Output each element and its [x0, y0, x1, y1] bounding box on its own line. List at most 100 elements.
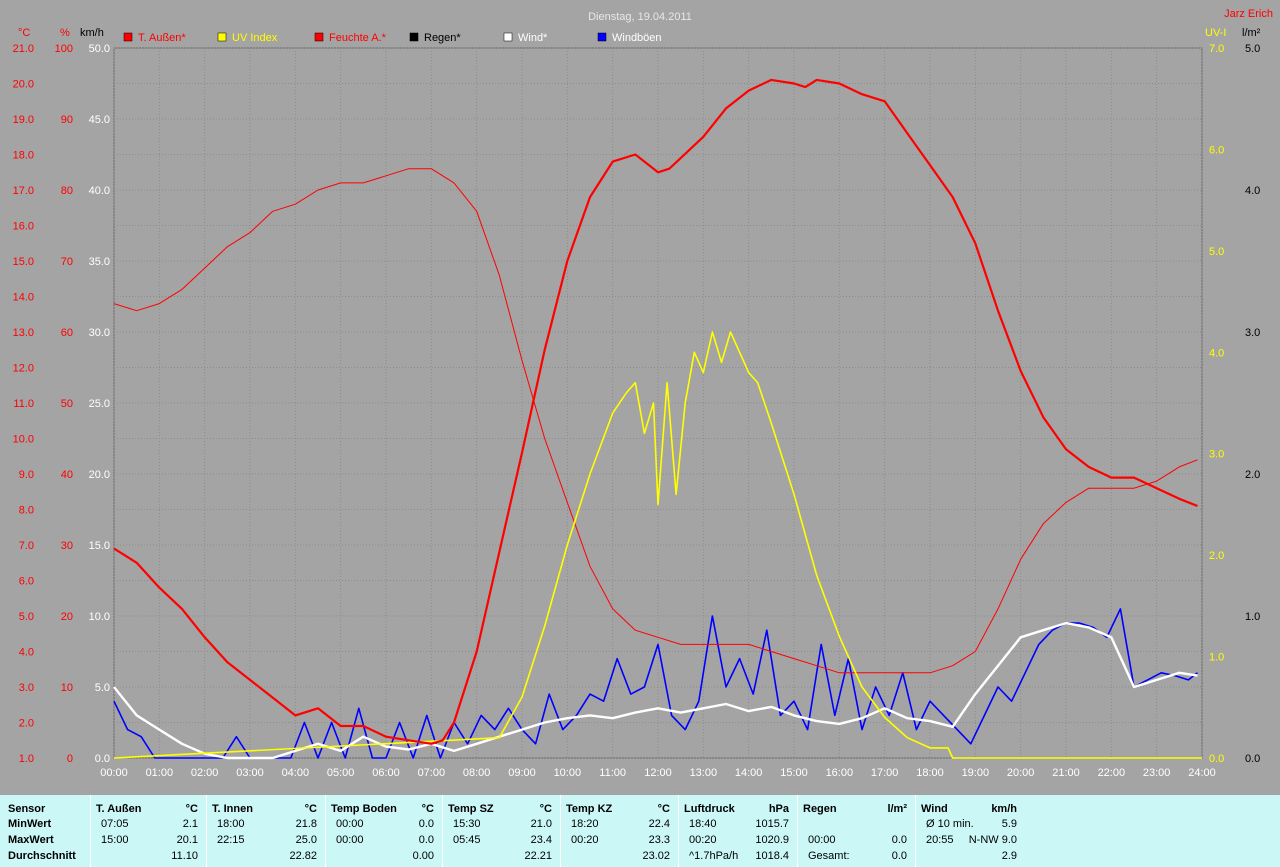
temp-tick-label: 18.0 — [13, 150, 34, 162]
x-tick-label: 10:00 — [554, 767, 582, 779]
x-tick-label: 17:00 — [871, 767, 899, 779]
rain-tick-label: 5.0 — [1245, 43, 1260, 55]
wind-tick-label: 30.0 — [89, 327, 110, 339]
stats-cell-row: 00:00 0.0 — [326, 832, 442, 848]
wind-tick-label: 5.0 — [95, 682, 110, 694]
stats-cell-row — [798, 816, 915, 832]
legend-swatch — [123, 32, 133, 42]
label-minwert: MinWert — [8, 818, 52, 830]
temp-tick-label: 21.0 — [13, 43, 34, 55]
humidity-tick-label: 50 — [61, 398, 73, 410]
x-tick-label: 16:00 — [826, 767, 854, 779]
stats-cell-row: 22.82 — [207, 848, 325, 864]
stats-cell-row: 18:00 21.8 — [207, 816, 325, 832]
humidity-tick-label: 80 — [61, 185, 73, 197]
stats-column-header: T. Außen °C — [91, 801, 206, 817]
rain-tick-label: 2.0 — [1245, 469, 1260, 481]
humidity-tick-label: 60 — [61, 327, 73, 339]
stats-cell-row: 20:55 N-NW 9.0 — [916, 832, 1025, 848]
stats-time: 20:55 — [926, 834, 954, 846]
x-tick-label: 14:00 — [735, 767, 763, 779]
temp-tick-label: 16.0 — [13, 221, 34, 233]
x-tick-label: 21:00 — [1052, 767, 1080, 779]
temp-tick-label: 2.0 — [19, 718, 34, 730]
stats-unit: °C — [304, 803, 317, 815]
stats-sensor-name: Regen — [803, 803, 837, 815]
wind-line — [113, 621, 1198, 760]
stats-column-header: Temp SZ °C — [443, 801, 560, 817]
stats-column-header: Luftdruck hPa — [679, 801, 797, 817]
wind-unit-label: km/h — [80, 27, 104, 39]
humidity-line — [113, 168, 1198, 674]
stats-sensor-name: Temp KZ — [566, 803, 613, 815]
stats-panel: Sensor MinWert MaxWert Durchschnitt T. A… — [0, 795, 1280, 867]
stats-cell-row: 00:20 1020.9 — [679, 832, 797, 848]
wind-tick-label: 50.0 — [89, 43, 110, 55]
x-tick-label: 08:00 — [463, 767, 491, 779]
stats-value: 0.00 — [412, 850, 434, 862]
humidity-tick-label: 90 — [61, 114, 73, 126]
legend-swatch — [597, 32, 607, 42]
uv-tick-label: 4.0 — [1209, 347, 1224, 359]
stats-value: N-NW 9.0 — [968, 834, 1017, 846]
stats-time: 15:30 — [453, 818, 481, 830]
stats-unit: hPa — [768, 803, 789, 815]
x-tick-label: 07:00 — [418, 767, 446, 779]
stats-time: 05:45 — [453, 834, 481, 846]
humidity-tick-label: 0 — [67, 753, 73, 765]
stats-value: 22.4 — [648, 818, 670, 830]
stats-row-labels: Sensor MinWert MaxWert Durchschnitt — [0, 795, 90, 867]
legend-label: Feuchte A.* — [329, 32, 387, 44]
temp-tick-label: 1.0 — [19, 753, 34, 765]
stats-value: 1018.4 — [755, 850, 789, 862]
x-tick-label: 13:00 — [690, 767, 718, 779]
stats-cell-row: 05:45 23.4 — [443, 832, 560, 848]
uv-tick-label: 7.0 — [1209, 43, 1224, 55]
stats-sensor-name: Luftdruck — [684, 803, 735, 815]
stats-cell-row: 15:30 21.0 — [443, 816, 560, 832]
stats-unit: °C — [185, 803, 198, 815]
stats-column: Luftdruck hPa 18:40 1015.7 00:20 1020.9 ^1.7hP… — [678, 795, 797, 867]
wind-tick-label: 35.0 — [89, 256, 110, 268]
uv-tick-label: 0.0 — [1209, 753, 1224, 765]
temp-outside-line — [113, 78, 1198, 745]
legend-label: Wind* — [518, 32, 548, 44]
temp-unit-label: °C — [18, 27, 30, 39]
stats-time: 18:00 — [217, 818, 245, 830]
stats-cell-row: Ø 10 min. 5.9 — [916, 816, 1025, 832]
temp-tick-label: 4.0 — [19, 647, 34, 659]
humidity-tick-label: 40 — [61, 469, 73, 481]
x-tick-label: 06:00 — [372, 767, 400, 779]
temp-tick-label: 6.0 — [19, 576, 34, 588]
stats-value: 0.0 — [418, 818, 434, 830]
uv-tick-label: 3.0 — [1209, 449, 1224, 461]
humidity-tick-label: 10 — [61, 682, 73, 694]
wind-tick-label: 15.0 — [89, 540, 110, 552]
x-tick-label: 20:00 — [1007, 767, 1035, 779]
stats-column: T. Außen °C 07:05 2.1 15:00 20.1 11.10 — [90, 795, 206, 867]
humidity-tick-label: 20 — [61, 611, 73, 623]
uv-tick-label: 1.0 — [1209, 652, 1224, 664]
rain-tick-label: 4.0 — [1245, 185, 1260, 197]
temp-tick-label: 8.0 — [19, 505, 34, 517]
stats-unit: l/m² — [887, 803, 907, 815]
stats-column-header: T. Innen °C — [207, 801, 325, 817]
x-tick-label: 23:00 — [1143, 767, 1171, 779]
x-tick-label: 04:00 — [282, 767, 310, 779]
temp-tick-label: 11.0 — [13, 398, 34, 410]
temp-tick-label: 12.0 — [13, 363, 34, 375]
wind-tick-label: 20.0 — [89, 469, 110, 481]
stats-cell-row: 23.02 — [561, 848, 678, 864]
wind-tick-label: 40.0 — [89, 185, 110, 197]
stats-time: 07:05 — [101, 818, 129, 830]
stats-time: 18:40 — [689, 818, 717, 830]
stats-column: Regen l/m² 00:00 0.0 Gesamt: 0.0 — [797, 795, 915, 867]
stats-unit: °C — [657, 803, 670, 815]
temp-tick-label: 5.0 — [19, 611, 34, 623]
weather-chart: Dienstag, 19.04.2011 Jarz Erich T. Außen* U… — [13, 8, 1273, 779]
stats-cell-row: 00:00 0.0 — [326, 816, 442, 832]
stats-value: 2.1 — [182, 818, 198, 830]
stats-sensor-name: Temp Boden — [331, 803, 397, 815]
stats-value: 20.1 — [176, 834, 198, 846]
uv-tick-label: 2.0 — [1209, 550, 1224, 562]
